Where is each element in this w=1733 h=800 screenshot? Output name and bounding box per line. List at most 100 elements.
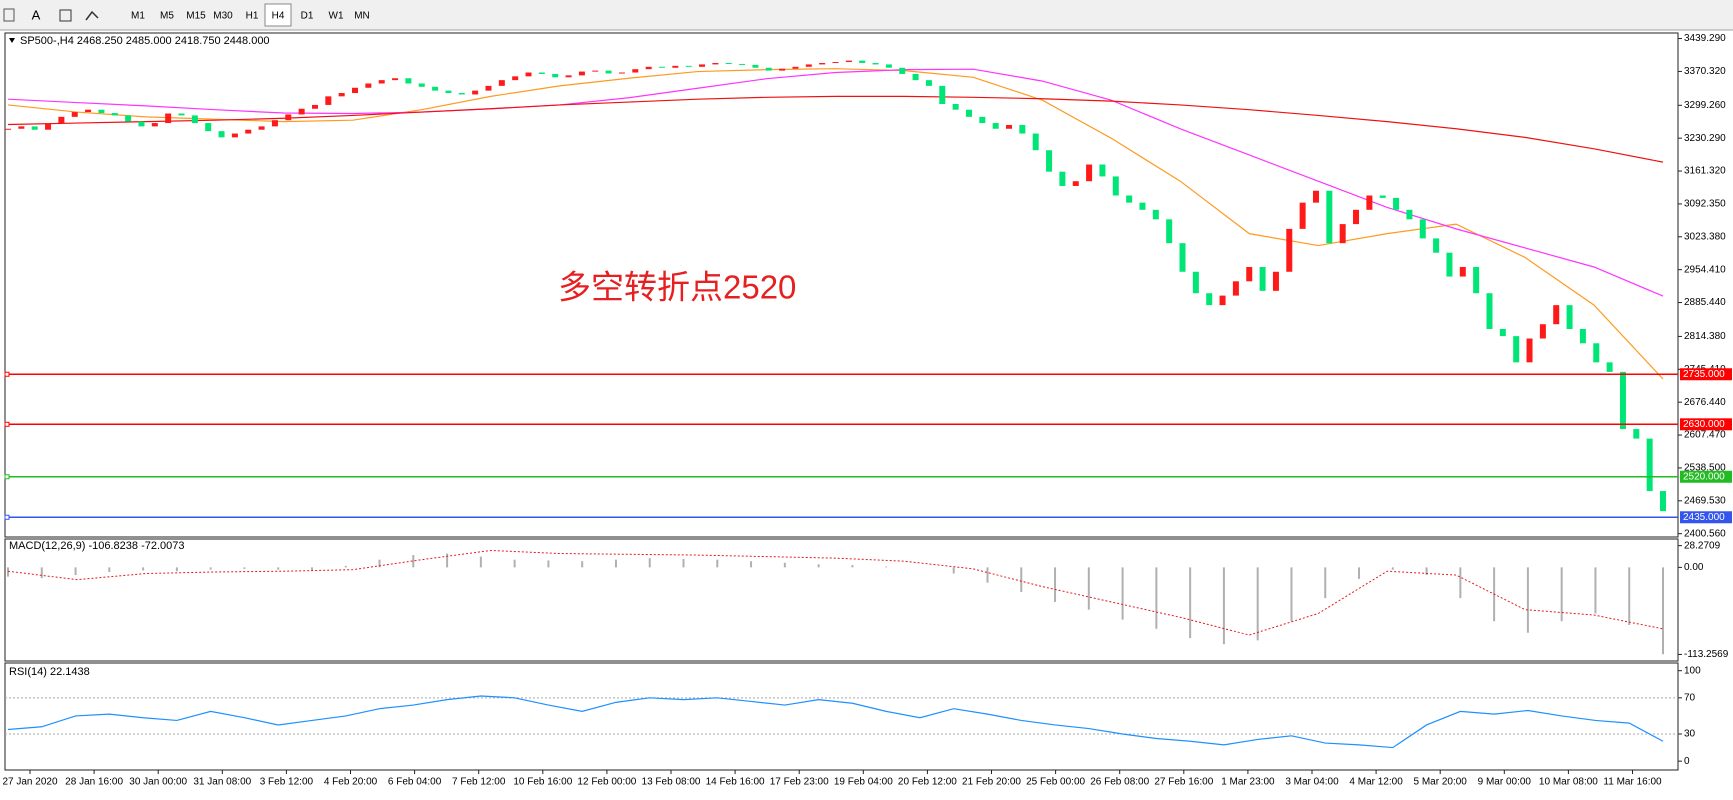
candle	[872, 62, 879, 65]
x-tick-label: 10 Mar 08:00	[1539, 777, 1598, 788]
candle	[899, 67, 906, 74]
x-tick-label: 27 Jan 2020	[2, 777, 57, 788]
y-tick-label: 2607.470	[1684, 430, 1726, 441]
x-tick-label: 21 Feb 20:00	[962, 777, 1021, 788]
candle	[45, 123, 52, 130]
text-tool[interactable]: A	[32, 7, 41, 22]
candle	[1126, 195, 1133, 203]
collapse-arrow[interactable]	[9, 38, 15, 43]
candle	[205, 123, 212, 132]
x-tick-label: 19 Feb 04:00	[834, 777, 893, 788]
text-label-icon[interactable]	[59, 9, 72, 22]
timeframe-button[interactable]: H1	[246, 11, 259, 22]
symbol-header: SP500-,H4 2468.250 2485.000 2418.750 244…	[20, 35, 270, 47]
candle	[805, 64, 812, 67]
candle	[1099, 164, 1106, 177]
candle	[472, 90, 479, 95]
candle	[952, 103, 959, 110]
candle	[365, 83, 372, 88]
candle	[71, 112, 78, 117]
candle	[752, 64, 759, 68]
timeframe-button[interactable]: M1	[131, 11, 145, 22]
active-timeframe[interactable]	[264, 3, 292, 27]
candle	[151, 123, 158, 127]
candle	[191, 115, 198, 124]
candle	[1499, 328, 1506, 337]
timeframe-button[interactable]: M30	[213, 11, 233, 22]
y-tick-label: 0.00	[1684, 562, 1704, 573]
candle	[1166, 219, 1173, 244]
x-tick-label: 30 Jan 00:00	[129, 777, 187, 788]
candle	[725, 62, 732, 64]
x-tick-label: 6 Feb 04:00	[388, 777, 442, 788]
candle	[1393, 197, 1400, 210]
candle	[1593, 343, 1600, 363]
y-tick-label: 3370.320	[1684, 66, 1726, 77]
candle	[1553, 305, 1560, 325]
timeframe-button[interactable]: M15	[186, 11, 206, 22]
y-tick-label: 3230.290	[1684, 133, 1726, 144]
y-tick-label: 3299.260	[1684, 100, 1726, 111]
candle	[258, 126, 265, 130]
timeframe-button[interactable]: D1	[301, 11, 314, 22]
candle	[1246, 267, 1253, 282]
timeframe-button[interactable]: H4	[272, 11, 285, 22]
candle	[458, 93, 465, 95]
rsi-line	[7, 695, 1664, 749]
candle	[632, 69, 639, 73]
candle	[832, 62, 839, 64]
candle	[912, 73, 919, 81]
x-tick-label: 7 Feb 12:00	[452, 777, 506, 788]
crosshair-icon[interactable]	[3, 8, 15, 22]
x-tick-label: 4 Mar 12:00	[1349, 777, 1403, 788]
candle	[1446, 252, 1453, 277]
candle	[1526, 338, 1533, 363]
candle	[552, 73, 559, 78]
candle	[1419, 219, 1426, 239]
y-tick-label: 3161.320	[1684, 166, 1726, 177]
rsi-label: RSI(14) 22.1438	[9, 666, 90, 678]
macd-panel	[4, 538, 1679, 662]
level-handle	[4, 514, 10, 520]
candle	[1179, 243, 1186, 272]
candle	[739, 63, 746, 65]
draw-tools-icon[interactable]	[85, 10, 99, 21]
candle	[592, 70, 599, 72]
x-tick-label: 31 Jan 08:00	[193, 777, 251, 788]
candle	[925, 80, 932, 86]
timeframe-button[interactable]: W1	[329, 11, 344, 22]
candle	[1513, 336, 1520, 363]
candle	[1353, 209, 1360, 225]
y-tick-label: 2469.530	[1684, 495, 1726, 506]
candle	[992, 123, 999, 129]
x-tick-label: 13 Feb 08:00	[642, 777, 701, 788]
y-tick-label: -113.2569	[1684, 649, 1729, 660]
x-tick-label: 3 Feb 12:00	[260, 777, 314, 788]
level-handle	[4, 474, 10, 480]
candle	[1566, 305, 1573, 329]
candle	[939, 85, 946, 104]
candle	[498, 80, 505, 86]
candle	[859, 60, 866, 63]
candle	[765, 67, 772, 71]
level-tag	[1680, 511, 1732, 524]
candle	[525, 72, 532, 77]
y-tick-label: 100	[1684, 665, 1701, 676]
candle	[298, 108, 305, 115]
candle	[1006, 124, 1013, 129]
candle	[1072, 181, 1079, 186]
candle	[1086, 164, 1093, 182]
candle	[712, 62, 719, 65]
candle	[1259, 267, 1266, 291]
timeframe-button[interactable]: MN	[354, 11, 370, 22]
candle	[1486, 293, 1493, 329]
y-tick-label: 30	[1684, 729, 1696, 740]
candle	[1473, 267, 1480, 294]
candle	[138, 121, 145, 127]
candle	[1339, 224, 1346, 244]
candle	[1606, 362, 1613, 372]
candle	[965, 109, 972, 117]
x-tick-label: 4 Feb 20:00	[324, 777, 378, 788]
timeframe-button[interactable]: M5	[160, 11, 174, 22]
